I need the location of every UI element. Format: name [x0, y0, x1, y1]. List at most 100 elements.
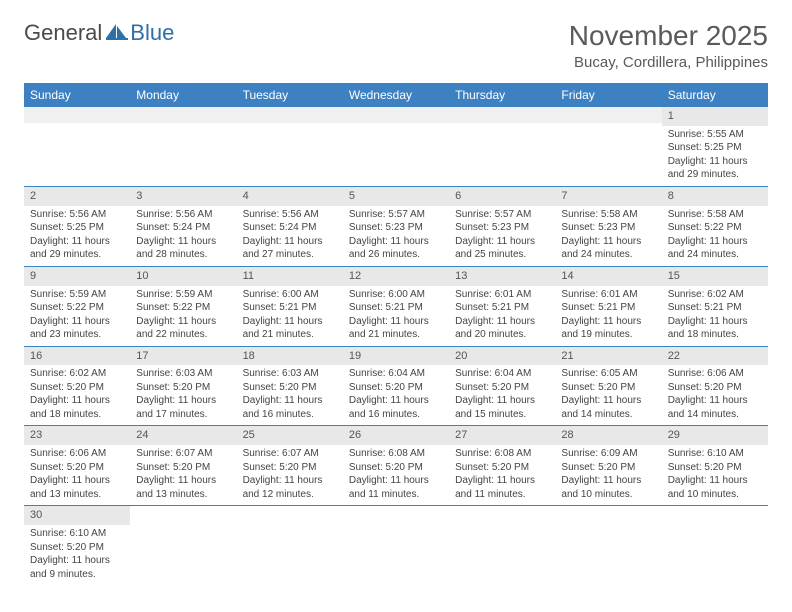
sunrise-line: Sunrise: 5:56 AM [243, 208, 337, 222]
empty-day-bar [343, 107, 449, 123]
sunrise-line: Sunrise: 6:01 AM [561, 288, 655, 302]
calendar-cell [555, 107, 661, 186]
day-content: Sunrise: 6:02 AMSunset: 5:21 PMDaylight:… [662, 286, 768, 346]
calendar-cell: 29Sunrise: 6:10 AMSunset: 5:20 PMDayligh… [662, 426, 768, 506]
sunset-line: Sunset: 5:20 PM [30, 541, 124, 555]
daylight-line: Daylight: 11 hours and 17 minutes. [136, 394, 230, 421]
weekday-header: Sunday [24, 83, 130, 107]
sunrise-line: Sunrise: 5:56 AM [136, 208, 230, 222]
sunset-line: Sunset: 5:21 PM [455, 301, 549, 315]
calendar-cell: 5Sunrise: 5:57 AMSunset: 5:23 PMDaylight… [343, 186, 449, 266]
title-block: November 2025 Bucay, Cordillera, Philipp… [569, 20, 768, 71]
sunset-line: Sunset: 5:24 PM [136, 221, 230, 235]
calendar-cell [130, 506, 236, 585]
day-content: Sunrise: 6:09 AMSunset: 5:20 PMDaylight:… [555, 445, 661, 505]
sunset-line: Sunset: 5:24 PM [243, 221, 337, 235]
day-content: Sunrise: 5:58 AMSunset: 5:23 PMDaylight:… [555, 206, 661, 266]
month-title: November 2025 [569, 20, 768, 52]
sunset-line: Sunset: 5:20 PM [30, 461, 124, 475]
calendar-cell: 4Sunrise: 5:56 AMSunset: 5:24 PMDaylight… [237, 186, 343, 266]
calendar-cell: 8Sunrise: 5:58 AMSunset: 5:22 PMDaylight… [662, 186, 768, 266]
day-number: 20 [449, 347, 555, 366]
sunset-line: Sunset: 5:20 PM [668, 381, 762, 395]
sunrise-line: Sunrise: 6:01 AM [455, 288, 549, 302]
day-content: Sunrise: 5:56 AMSunset: 5:25 PMDaylight:… [24, 206, 130, 266]
day-number: 27 [449, 426, 555, 445]
day-content: Sunrise: 6:10 AMSunset: 5:20 PMDaylight:… [662, 445, 768, 505]
sunrise-line: Sunrise: 5:56 AM [30, 208, 124, 222]
calendar-table: Sunday Monday Tuesday Wednesday Thursday… [24, 83, 768, 585]
daylight-line: Daylight: 11 hours and 24 minutes. [668, 235, 762, 262]
calendar-cell: 18Sunrise: 6:03 AMSunset: 5:20 PMDayligh… [237, 346, 343, 426]
sunset-line: Sunset: 5:20 PM [455, 381, 549, 395]
sunset-line: Sunset: 5:20 PM [30, 381, 124, 395]
calendar-cell: 9Sunrise: 5:59 AMSunset: 5:22 PMDaylight… [24, 266, 130, 346]
sunrise-line: Sunrise: 5:57 AM [349, 208, 443, 222]
day-content: Sunrise: 6:07 AMSunset: 5:20 PMDaylight:… [237, 445, 343, 505]
sunset-line: Sunset: 5:21 PM [243, 301, 337, 315]
calendar-cell: 21Sunrise: 6:05 AMSunset: 5:20 PMDayligh… [555, 346, 661, 426]
day-content: Sunrise: 6:00 AMSunset: 5:21 PMDaylight:… [343, 286, 449, 346]
daylight-line: Daylight: 11 hours and 20 minutes. [455, 315, 549, 342]
day-content: Sunrise: 5:56 AMSunset: 5:24 PMDaylight:… [237, 206, 343, 266]
daylight-line: Daylight: 11 hours and 22 minutes. [136, 315, 230, 342]
sunrise-line: Sunrise: 5:58 AM [561, 208, 655, 222]
day-content: Sunrise: 5:59 AMSunset: 5:22 PMDaylight:… [130, 286, 236, 346]
daylight-line: Daylight: 11 hours and 10 minutes. [561, 474, 655, 501]
day-content: Sunrise: 6:03 AMSunset: 5:20 PMDaylight:… [130, 365, 236, 425]
daylight-line: Daylight: 11 hours and 21 minutes. [349, 315, 443, 342]
sunrise-line: Sunrise: 5:57 AM [455, 208, 549, 222]
day-number: 28 [555, 426, 661, 445]
day-number: 19 [343, 347, 449, 366]
sunset-line: Sunset: 5:22 PM [30, 301, 124, 315]
calendar-cell: 20Sunrise: 6:04 AMSunset: 5:20 PMDayligh… [449, 346, 555, 426]
weekday-header: Saturday [662, 83, 768, 107]
sunrise-line: Sunrise: 6:08 AM [455, 447, 549, 461]
day-number: 10 [130, 267, 236, 286]
day-number: 16 [24, 347, 130, 366]
sunset-line: Sunset: 5:20 PM [136, 461, 230, 475]
sunset-line: Sunset: 5:20 PM [349, 381, 443, 395]
sunrise-line: Sunrise: 6:10 AM [668, 447, 762, 461]
sunset-line: Sunset: 5:25 PM [30, 221, 124, 235]
day-number: 25 [237, 426, 343, 445]
calendar-cell [662, 506, 768, 585]
calendar-cell: 12Sunrise: 6:00 AMSunset: 5:21 PMDayligh… [343, 266, 449, 346]
calendar-row: 23Sunrise: 6:06 AMSunset: 5:20 PMDayligh… [24, 426, 768, 506]
sunset-line: Sunset: 5:20 PM [668, 461, 762, 475]
sunset-line: Sunset: 5:23 PM [561, 221, 655, 235]
sunrise-line: Sunrise: 6:10 AM [30, 527, 124, 541]
calendar-cell: 14Sunrise: 6:01 AMSunset: 5:21 PMDayligh… [555, 266, 661, 346]
daylight-line: Daylight: 11 hours and 29 minutes. [668, 155, 762, 182]
daylight-line: Daylight: 11 hours and 28 minutes. [136, 235, 230, 262]
day-number: 7 [555, 187, 661, 206]
daylight-line: Daylight: 11 hours and 24 minutes. [561, 235, 655, 262]
daylight-line: Daylight: 11 hours and 29 minutes. [30, 235, 124, 262]
daylight-line: Daylight: 11 hours and 16 minutes. [243, 394, 337, 421]
daylight-line: Daylight: 11 hours and 23 minutes. [30, 315, 124, 342]
sunrise-line: Sunrise: 6:00 AM [349, 288, 443, 302]
daylight-line: Daylight: 11 hours and 16 minutes. [349, 394, 443, 421]
day-content: Sunrise: 6:04 AMSunset: 5:20 PMDaylight:… [343, 365, 449, 425]
sunrise-line: Sunrise: 6:06 AM [668, 367, 762, 381]
daylight-line: Daylight: 11 hours and 9 minutes. [30, 554, 124, 581]
calendar-cell [449, 506, 555, 585]
day-number: 23 [24, 426, 130, 445]
day-content: Sunrise: 5:59 AMSunset: 5:22 PMDaylight:… [24, 286, 130, 346]
calendar-cell: 22Sunrise: 6:06 AMSunset: 5:20 PMDayligh… [662, 346, 768, 426]
daylight-line: Daylight: 11 hours and 21 minutes. [243, 315, 337, 342]
day-content: Sunrise: 5:58 AMSunset: 5:22 PMDaylight:… [662, 206, 768, 266]
calendar-cell: 15Sunrise: 6:02 AMSunset: 5:21 PMDayligh… [662, 266, 768, 346]
sunset-line: Sunset: 5:21 PM [349, 301, 443, 315]
day-content: Sunrise: 6:02 AMSunset: 5:20 PMDaylight:… [24, 365, 130, 425]
sunrise-line: Sunrise: 6:08 AM [349, 447, 443, 461]
logo-text-general: General [24, 20, 102, 46]
empty-day-bar [449, 107, 555, 123]
day-number: 22 [662, 347, 768, 366]
day-content: Sunrise: 6:01 AMSunset: 5:21 PMDaylight:… [449, 286, 555, 346]
calendar-row: 30Sunrise: 6:10 AMSunset: 5:20 PMDayligh… [24, 506, 768, 585]
day-content: Sunrise: 6:00 AMSunset: 5:21 PMDaylight:… [237, 286, 343, 346]
day-number: 14 [555, 267, 661, 286]
weekday-header: Wednesday [343, 83, 449, 107]
day-number: 15 [662, 267, 768, 286]
